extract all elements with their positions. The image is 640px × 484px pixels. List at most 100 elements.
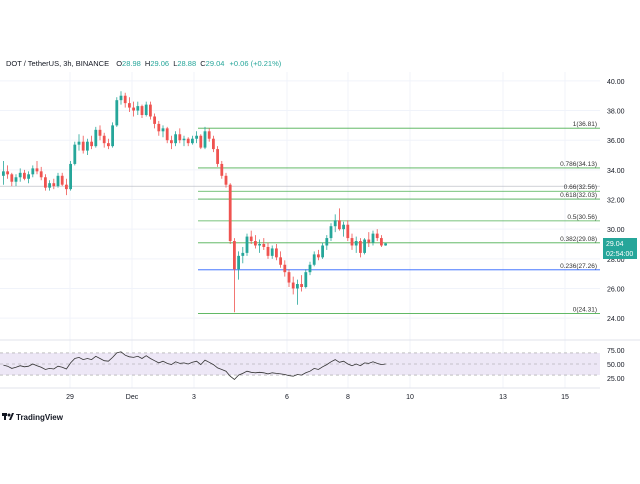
candle — [228, 183, 232, 244]
fibonacci-retracement[interactable]: 1(36.81) 0.786(34.13) 0.66(32.56)0.618(32.… — [198, 121, 600, 314]
candle-body — [123, 95, 127, 104]
candle — [65, 178, 68, 196]
candle-body — [132, 107, 135, 111]
candle — [94, 126, 98, 148]
candle-body — [174, 134, 177, 144]
candle — [35, 160, 39, 175]
fib-level-label: 1(36.81) — [573, 121, 597, 128]
candle — [111, 122, 114, 148]
candle-body — [73, 144, 77, 164]
candle — [241, 246, 245, 264]
rsi-line — [3, 351, 386, 381]
candle-body — [115, 100, 119, 126]
candle — [102, 132, 106, 148]
candle-body — [153, 116, 156, 124]
candle-body — [161, 128, 165, 132]
candle — [195, 131, 198, 144]
candle-body — [212, 138, 215, 150]
candle — [73, 141, 77, 166]
candle-body — [367, 239, 371, 243]
candle — [237, 251, 240, 280]
candle — [203, 126, 207, 150]
candle-body — [107, 143, 110, 147]
candle — [283, 260, 287, 277]
candle — [266, 242, 270, 259]
fib-level-label: 0.236(27.26) — [560, 263, 597, 270]
price-badge-value: 29.04 — [606, 241, 624, 248]
candle-body — [186, 138, 190, 144]
candle-body — [333, 220, 337, 227]
time-tick-label: 29 — [66, 394, 74, 401]
candle — [207, 128, 211, 142]
candle — [136, 101, 140, 115]
candle-body — [228, 184, 232, 242]
candle — [270, 245, 274, 259]
candle — [191, 135, 194, 145]
time-tick-label: 3 — [192, 394, 196, 401]
candle-body — [56, 175, 60, 187]
candle — [216, 146, 219, 167]
candle — [23, 169, 26, 181]
candle — [224, 172, 228, 188]
price-axis[interactable]: 40.00 38.00 36.00 34.00 32.00 30.00 28.00 26.00… — [607, 79, 625, 323]
candle — [287, 269, 291, 287]
price-tick-label: 36.00 — [607, 138, 625, 145]
tradingview-logo-icon — [2, 413, 14, 420]
candle — [77, 134, 81, 151]
candle — [107, 138, 110, 150]
candle-body — [27, 174, 30, 179]
candle — [174, 131, 177, 147]
candle-body — [6, 171, 9, 175]
candle — [300, 275, 303, 292]
candle — [39, 166, 43, 181]
candle-body — [23, 172, 26, 179]
candle-body — [86, 141, 89, 151]
candle-body — [2, 171, 5, 176]
candle-body — [10, 174, 14, 182]
candle — [262, 238, 266, 250]
price-tick-label: 32.00 — [607, 198, 625, 205]
rsi-tick-label: 75.00 — [607, 348, 625, 355]
candle-body — [291, 282, 295, 289]
candle — [182, 135, 186, 147]
candle-body — [224, 175, 228, 185]
fib-level-label: 0.786(34.13) — [560, 161, 597, 168]
candle — [233, 238, 236, 313]
candle-body — [325, 238, 329, 246]
candle-body — [346, 224, 350, 239]
candle-body — [149, 104, 152, 117]
candle-body — [317, 254, 320, 258]
candle — [350, 233, 354, 250]
candle-body — [102, 135, 106, 144]
candle — [14, 174, 18, 187]
price-tick-label: 40.00 — [607, 79, 625, 86]
candle — [384, 243, 387, 246]
candle-body — [128, 103, 131, 108]
candle — [329, 223, 333, 242]
candle-body — [237, 255, 240, 270]
rsi-axis[interactable]: 75.00 50.00 25.00 — [607, 348, 625, 383]
candle-body — [220, 163, 224, 176]
candle — [199, 134, 203, 150]
candle — [338, 208, 341, 231]
candle-body — [296, 284, 299, 289]
candle — [69, 160, 72, 191]
price-badge-countdown: 02:54:00 — [606, 251, 633, 258]
candle — [31, 165, 35, 178]
candle-body — [254, 241, 257, 246]
candle — [115, 97, 119, 127]
candle — [18, 168, 22, 182]
time-axis[interactable]: 29 Dec 3 6 8 10 13 15 — [66, 394, 569, 401]
candle-body — [262, 244, 266, 247]
time-tick-label: 10 — [406, 394, 414, 401]
candle — [371, 230, 375, 246]
candle — [119, 91, 123, 105]
candle-body — [178, 134, 182, 141]
candle-body — [207, 131, 211, 139]
rsi-tick-label: 50.00 — [607, 362, 625, 369]
candle-body — [203, 131, 207, 148]
tradingview-logo[interactable]: TradingView — [2, 413, 64, 422]
candle — [367, 232, 371, 247]
